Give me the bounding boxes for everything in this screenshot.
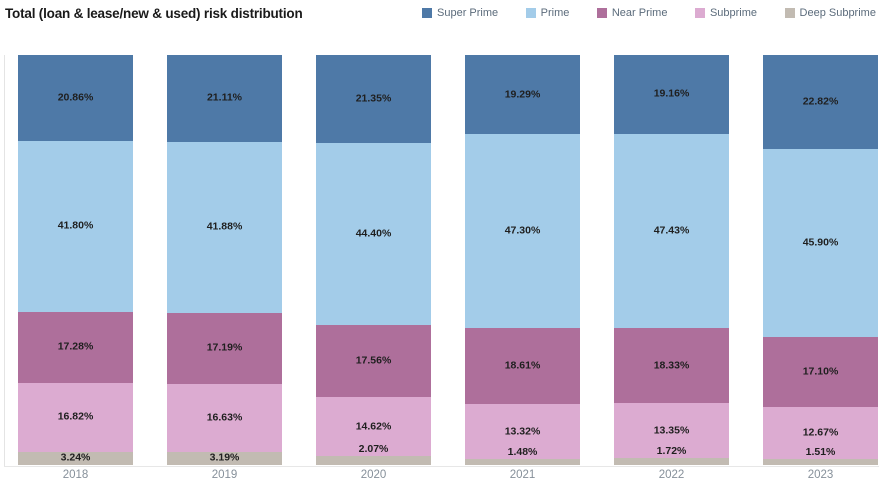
segment-value-label: 3.24% (60, 451, 91, 464)
segment-super-prime-2018[interactable]: 20.86% (18, 55, 133, 141)
segment-value-label: 21.35% (355, 92, 392, 105)
x-axis-label-2023: 2023 (807, 469, 834, 481)
segment-value-label: 47.43% (653, 224, 690, 237)
segment-value-label: 13.32% (504, 425, 541, 438)
segment-deep-subprime-2021[interactable]: 1.48% (465, 446, 580, 465)
x-axis-label-2021: 2021 (509, 469, 536, 481)
segment-prime-2022[interactable]: 47.43% (614, 133, 729, 328)
segment-super-prime-2023[interactable]: 22.82% (763, 55, 878, 149)
legend-label: Prime (540, 7, 570, 19)
x-axis-label-2020: 2020 (360, 469, 387, 481)
segment-deep-subprime-2020[interactable]: 2.07% (316, 444, 431, 465)
segment-near-prime-2019[interactable]: 17.19% (167, 313, 282, 384)
segment-value-label: 12.67% (802, 426, 839, 439)
segment-deep-subprime-2018[interactable]: 3.24% (18, 451, 133, 465)
segment-value-label: 45.90% (802, 236, 839, 249)
x-axis-label-2019: 2019 (211, 469, 238, 481)
bar-2020: 21.35% 44.40% 17.56% 14.62% 2.07% (316, 55, 431, 465)
segment-value-label: 19.16% (653, 87, 690, 100)
segment-value-label: 16.82% (57, 410, 94, 423)
segment-value-label: 21.11% (206, 91, 243, 104)
segment-super-prime-2020[interactable]: 21.35% (316, 55, 431, 143)
segment-value-label: 17.10% (802, 365, 839, 378)
segment-value-label: 41.80% (57, 219, 94, 232)
legend-item-super-prime[interactable]: Super Prime (422, 7, 498, 19)
bar-2018: 20.86% 41.80% 17.28% 16.82% 3.24% (18, 55, 133, 465)
legend: Super Prime Prime Near Prime Subprime Deep S… (422, 7, 876, 19)
segment-value-label: 13.35% (653, 424, 690, 436)
segment-near-prime-2020[interactable]: 17.56% (316, 324, 431, 397)
x-axis-label-2022: 2022 (658, 469, 685, 481)
segment-value-label: 3.19% (209, 451, 240, 464)
bar-2021: 19.29% 47.30% 18.61% 13.32% 1.48% (465, 55, 580, 465)
segment-value-label: 22.82% (802, 95, 839, 108)
segment-value-label: 41.88% (206, 220, 243, 233)
legend-label: Near Prime (611, 7, 668, 19)
segment-value-label: 47.30% (504, 224, 541, 237)
legend-item-prime[interactable]: Prime (525, 7, 570, 19)
chart-title: Total (loan & lease/new & used) risk dis… (5, 6, 303, 21)
segment-value-label: 20.86% (57, 91, 94, 104)
segment-value-label: 17.28% (57, 340, 94, 353)
segment-prime-2021[interactable]: 47.30% (465, 134, 580, 328)
deep-subprime-swatch-icon (784, 8, 795, 18)
bar-2022: 19.16% 47.43% 18.33% 13.35% 1.72% (614, 55, 729, 465)
legend-label: Super Prime (437, 7, 499, 19)
segment-deep-subprime-2019[interactable]: 3.19% (167, 451, 282, 465)
legend-item-deep-subprime[interactable]: Deep Subprime (784, 7, 876, 19)
segment-subprime-2022[interactable]: 13.35% (614, 403, 729, 458)
segment-near-prime-2018[interactable]: 17.28% (18, 311, 133, 383)
segment-super-prime-2021[interactable]: 19.29% (465, 55, 580, 135)
segment-value-label: 18.33% (653, 359, 690, 372)
segment-value-label: 17.19% (206, 341, 243, 354)
segment-value-label: 16.63% (206, 411, 243, 424)
segment-value-label: 17.56% (355, 354, 392, 367)
segment-subprime-2020[interactable]: 14.62% (316, 396, 431, 457)
segment-near-prime-2022[interactable]: 18.33% (614, 328, 729, 404)
prime-swatch-icon (525, 8, 536, 18)
segment-prime-2018[interactable]: 41.80% (18, 140, 133, 312)
segment-deep-subprime-2023[interactable]: 1.51% (763, 446, 878, 465)
segment-value-label: 18.61% (504, 359, 541, 372)
segment-prime-2020[interactable]: 44.40% (316, 142, 431, 325)
near-prime-swatch-icon (596, 8, 607, 18)
segment-value-label: 19.29% (504, 88, 541, 101)
super-prime-swatch-icon (422, 8, 432, 18)
segment-super-prime-2022[interactable]: 19.16% (614, 55, 729, 134)
stacked-bar-chart: 20.86% 41.80% 17.28% 16.82% 3.24% 21.11% 41.88… (0, 55, 880, 465)
x-axis-label-2018: 2018 (62, 469, 89, 481)
bar-2023: 22.82% 45.90% 17.10% 12.67% 1.51% (763, 55, 878, 465)
segment-deep-subprime-2022[interactable]: 1.72% (614, 445, 729, 465)
x-axis-line (4, 466, 879, 467)
segment-value-label: 44.40% (355, 227, 392, 240)
segment-super-prime-2019[interactable]: 21.11% (167, 55, 282, 142)
legend-item-near-prime[interactable]: Near Prime (596, 7, 668, 19)
legend-label: Subprime (709, 7, 758, 19)
subprime-swatch-icon (694, 8, 705, 18)
segment-subprime-2023[interactable]: 12.67% (763, 406, 878, 459)
x-axis-labels: 2018 2019 2020 2021 2022 2023 (0, 469, 880, 481)
segment-subprime-2021[interactable]: 13.32% (465, 404, 580, 459)
segment-value-label: 14.62% (355, 420, 392, 433)
y-axis-line (4, 55, 5, 466)
segment-subprime-2018[interactable]: 16.82% (18, 382, 133, 452)
segment-near-prime-2021[interactable]: 18.61% (465, 328, 580, 405)
segment-prime-2019[interactable]: 41.88% (167, 141, 282, 314)
bar-2019: 21.11% 41.88% 17.19% 16.63% 3.19% (167, 55, 282, 465)
segment-prime-2023[interactable]: 45.90% (763, 148, 878, 337)
segment-subprime-2019[interactable]: 16.63% (167, 383, 282, 452)
segment-near-prime-2023[interactable]: 17.10% (763, 336, 878, 407)
legend-label: Deep Subprime (799, 7, 876, 19)
legend-item-subprime[interactable]: Subprime (694, 7, 758, 19)
